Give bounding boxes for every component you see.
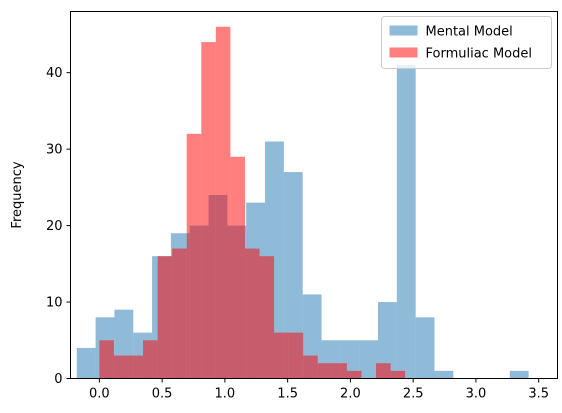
x-tick-label: 0.5 <box>152 387 173 402</box>
legend: Mental Model Formuliac Model <box>381 16 552 69</box>
histogram-bar <box>113 355 129 379</box>
histogram-bar <box>215 26 231 379</box>
legend-box <box>381 16 552 69</box>
y-ticks: 0 10 20 30 40 <box>46 66 71 387</box>
histogram-bar <box>157 256 173 379</box>
histogram-bar <box>186 133 202 379</box>
x-tick-label: 0.0 <box>89 387 110 402</box>
histogram-bar <box>303 355 318 379</box>
histogram-bar <box>244 248 260 379</box>
histogram-bar <box>288 332 304 379</box>
histogram-bar <box>230 156 245 379</box>
histogram-bar <box>172 248 187 379</box>
x-tick-label: 3.0 <box>466 387 487 402</box>
histogram-bar <box>359 340 379 379</box>
histogram-bar <box>128 355 144 379</box>
legend-label: Formuliac Model <box>426 47 533 62</box>
x-tick-label: 1.5 <box>277 387 298 402</box>
x-tick-label: 2.5 <box>403 387 424 402</box>
histogram-bar <box>99 340 114 379</box>
x-tick-label: 3.5 <box>528 387 549 402</box>
y-tick-label: 0 <box>54 372 62 387</box>
histogram-bar <box>378 302 397 379</box>
histogram-bar <box>259 256 275 379</box>
x-ticks: 0.0 0.5 1.0 1.5 2.0 2.5 3.0 3.5 <box>89 378 549 402</box>
histogram-bar <box>415 317 435 379</box>
series-1 <box>76 65 529 379</box>
y-tick-label: 20 <box>46 219 63 234</box>
y-tick-label: 10 <box>46 296 63 311</box>
histogram-bar <box>390 370 406 379</box>
y-axis-label: Frequency <box>10 161 25 228</box>
legend-label: Mental Model <box>426 25 513 40</box>
histogram-bar <box>283 172 303 379</box>
bars-layer <box>76 26 529 379</box>
histogram-bar <box>332 363 347 379</box>
histogram-bar <box>274 332 289 379</box>
histogram-bar <box>434 370 454 379</box>
legend-swatch <box>389 47 418 58</box>
axes-frame <box>70 11 558 379</box>
histogram-bar <box>201 42 216 379</box>
histogram-bar <box>317 363 333 379</box>
histogram-bar <box>143 340 158 379</box>
histogram-bar <box>346 370 362 379</box>
histogram-bar <box>76 347 96 379</box>
x-tick-label: 2.0 <box>340 387 361 402</box>
histogram-bar <box>509 370 529 379</box>
histogram-bar <box>396 65 416 379</box>
y-tick-label: 40 <box>46 66 63 81</box>
series-2 <box>99 26 406 379</box>
x-tick-label: 1.0 <box>215 387 236 402</box>
legend-swatch <box>389 25 418 36</box>
histogram-bar <box>376 363 391 379</box>
y-tick-label: 30 <box>46 143 63 158</box>
